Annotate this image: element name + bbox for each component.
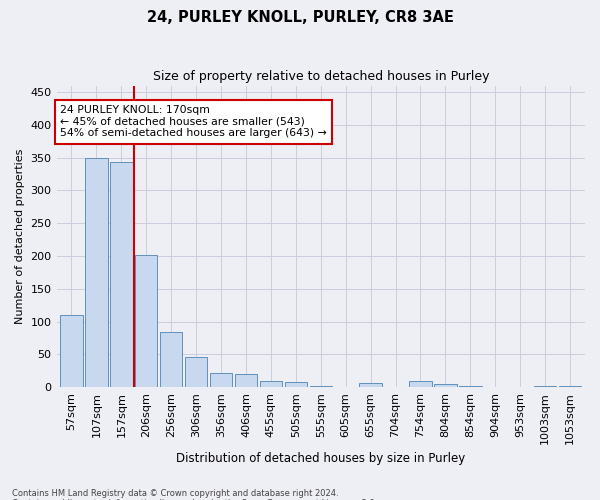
Y-axis label: Number of detached properties: Number of detached properties [15, 148, 25, 324]
Bar [434, 384, 457, 387]
Bar [185, 357, 208, 387]
Bar [135, 254, 157, 387]
Bar [310, 386, 332, 387]
Text: 24, PURLEY KNOLL, PURLEY, CR8 3AE: 24, PURLEY KNOLL, PURLEY, CR8 3AE [146, 10, 454, 25]
Title: Size of property relative to detached houses in Purley: Size of property relative to detached ho… [152, 70, 489, 83]
Bar [110, 162, 133, 387]
Bar [210, 372, 232, 387]
Bar [359, 383, 382, 387]
Bar [409, 381, 431, 387]
Bar [235, 374, 257, 387]
Text: 24 PURLEY KNOLL: 170sqm
← 45% of detached houses are smaller (543)
54% of semi-d: 24 PURLEY KNOLL: 170sqm ← 45% of detache… [60, 105, 327, 138]
Bar [459, 386, 482, 387]
Bar [85, 158, 107, 387]
Bar [534, 386, 556, 387]
Bar [60, 315, 83, 387]
Text: Contains HM Land Registry data © Crown copyright and database right 2024.: Contains HM Land Registry data © Crown c… [12, 488, 338, 498]
Bar [160, 332, 182, 387]
Text: Contains public sector information licensed under the Open Government Licence v3: Contains public sector information licen… [12, 498, 377, 500]
X-axis label: Distribution of detached houses by size in Purley: Distribution of detached houses by size … [176, 452, 466, 465]
Bar [260, 380, 282, 387]
Bar [559, 386, 581, 387]
Bar [284, 382, 307, 387]
